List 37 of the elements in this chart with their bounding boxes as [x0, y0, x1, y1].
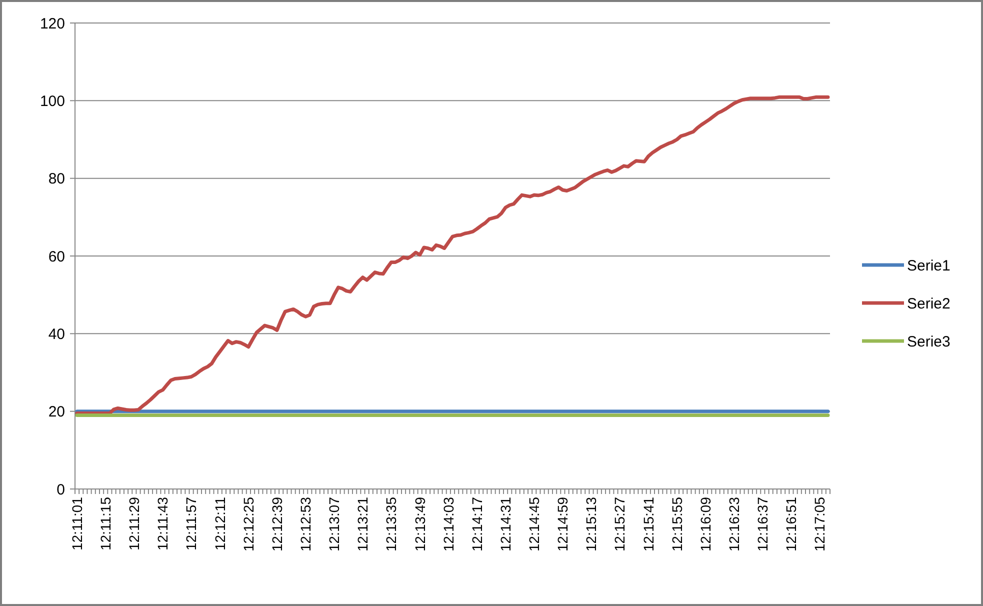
x-tick-label: 12:14:17 [468, 496, 485, 552]
x-tick-label: 12:15:27 [612, 496, 628, 552]
x-tick-label: 12:14:59 [554, 496, 571, 552]
x-tick-label: 12:15:41 [640, 496, 656, 552]
x-tick-label: 12:15:13 [583, 496, 600, 552]
x-tick-label: 12:12:11 [212, 496, 228, 550]
y-tick-label: 100 [40, 92, 65, 110]
x-tick-label: 12:12:39 [268, 496, 285, 552]
x-tick-label: 12:13:07 [326, 496, 342, 552]
x-tick-label: 12:11:15 [98, 496, 114, 550]
x-tick-label: 12:11:01 [68, 496, 85, 550]
legend-label: Serie3 [907, 333, 950, 350]
y-tick-label: 20 [48, 404, 65, 421]
x-tick-label: 12:11:43 [154, 496, 171, 550]
y-tick-label: 40 [48, 326, 65, 343]
x-tick-label: 12:16:09 [697, 496, 714, 552]
x-tick-label: 12:16:23 [726, 496, 742, 552]
x-tick-label: 12:14:03 [440, 496, 456, 552]
x-tick-label: 12:13:49 [412, 496, 428, 552]
x-tick-label: 12:12:53 [297, 496, 314, 552]
x-tick-label: 12:16:51 [783, 496, 800, 552]
x-tick-label: 12:14:31 [497, 496, 514, 552]
y-tick-label: 0 [56, 481, 65, 498]
y-tick-label: 120 [40, 15, 65, 32]
x-tick-label: 12:13:21 [354, 496, 371, 552]
x-tick-label: 12:14:45 [526, 496, 542, 552]
x-tick-label: 12:11:57 [183, 496, 200, 550]
y-tick-label: 80 [48, 170, 65, 188]
y-tick-label: 60 [48, 248, 65, 266]
x-tick-label: 12:11:29 [126, 496, 142, 550]
x-tick-label: 12:17:05 [812, 496, 828, 552]
legend-label: Serie2 [907, 295, 950, 312]
x-tick-label: 12:15:55 [668, 496, 685, 552]
x-tick-label: 12:13:35 [383, 496, 400, 552]
x-tick-label: 12:12:25 [240, 496, 256, 552]
x-tick-label: 12:16:37 [754, 496, 771, 552]
legend-label: Serie1 [907, 257, 950, 274]
